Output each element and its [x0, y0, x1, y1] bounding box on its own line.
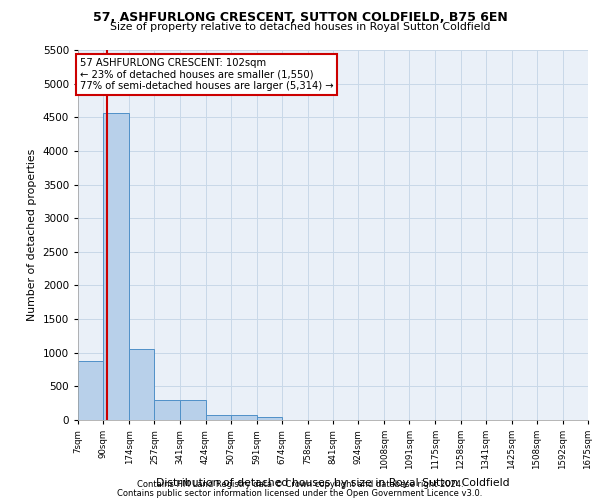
Y-axis label: Number of detached properties: Number of detached properties: [27, 149, 37, 321]
Bar: [129, 348, 154, 420]
Text: Size of property relative to detached houses in Royal Sutton Coldfield: Size of property relative to detached ho…: [110, 22, 490, 32]
Bar: [103, 113, 129, 420]
Bar: [78, 361, 103, 420]
Text: Contains HM Land Registry data © Crown copyright and database right 2024.: Contains HM Land Registry data © Crown c…: [137, 480, 463, 489]
Bar: [154, 400, 180, 420]
Text: 57 ASHFURLONG CRESCENT: 102sqm
← 23% of detached houses are smaller (1,550)
77% : 57 ASHFURLONG CRESCENT: 102sqm ← 23% of …: [80, 58, 333, 92]
Text: Contains public sector information licensed under the Open Government Licence v3: Contains public sector information licen…: [118, 488, 482, 498]
Bar: [231, 414, 257, 420]
Bar: [257, 416, 282, 420]
Text: 57, ASHFURLONG CRESCENT, SUTTON COLDFIELD, B75 6EN: 57, ASHFURLONG CRESCENT, SUTTON COLDFIEL…: [92, 11, 508, 24]
Bar: [205, 414, 231, 420]
X-axis label: Distribution of detached houses by size in Royal Sutton Coldfield: Distribution of detached houses by size …: [156, 478, 510, 488]
Bar: [180, 400, 205, 420]
